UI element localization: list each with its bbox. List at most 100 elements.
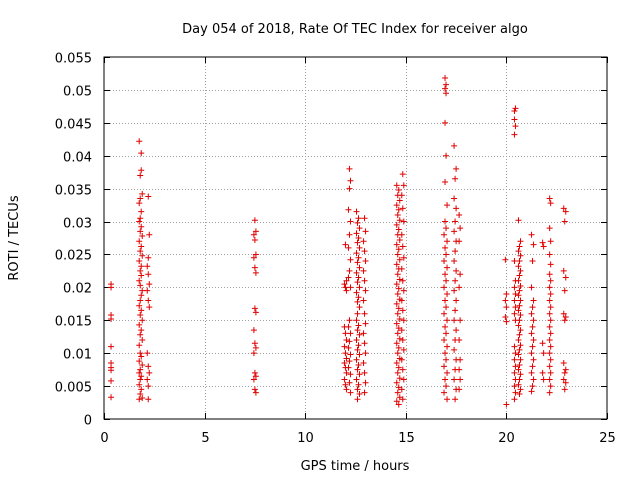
data-point [139, 233, 146, 240]
data-point [562, 208, 569, 215]
data-point [442, 119, 449, 126]
data-point [137, 331, 144, 338]
data-point [516, 287, 523, 294]
data-point [516, 331, 523, 338]
y-tick-label: 0.005 [55, 381, 92, 396]
data-point [516, 390, 523, 397]
y-tick-label: 0.025 [55, 249, 92, 264]
data-point [451, 195, 458, 202]
data-point [561, 317, 568, 324]
data-point [347, 371, 354, 378]
data-point [353, 230, 360, 237]
data-point [546, 376, 553, 383]
data-point [457, 317, 464, 324]
data-point [441, 231, 448, 238]
data-point [345, 344, 352, 351]
data-point [503, 318, 510, 325]
data-point [512, 105, 519, 112]
data-point [353, 269, 360, 276]
data-point [539, 239, 546, 246]
data-point [394, 350, 401, 357]
data-point [456, 238, 463, 245]
data-point [515, 351, 522, 358]
data-point [399, 243, 406, 250]
y-tick-label: 0.035 [55, 184, 92, 199]
data-point [145, 271, 152, 278]
data-point [108, 377, 115, 384]
data-point [343, 355, 350, 362]
data-point [516, 243, 523, 250]
data-point [399, 396, 406, 403]
data-point [451, 346, 458, 353]
data-point [108, 315, 115, 322]
data-point [138, 208, 145, 215]
data-point [395, 384, 402, 391]
data-point [396, 197, 403, 204]
data-point [138, 243, 145, 250]
data-point [108, 367, 115, 374]
data-point [511, 297, 518, 304]
data-point [540, 376, 547, 383]
data-point [355, 322, 362, 329]
data-point [393, 300, 400, 307]
data-point [444, 343, 451, 350]
data-point [394, 211, 401, 218]
data-point [395, 401, 402, 408]
data-point [395, 226, 402, 233]
data-point [138, 263, 145, 270]
data-point [456, 284, 463, 291]
data-point [444, 369, 451, 376]
data-point [453, 327, 460, 334]
data-point [393, 182, 400, 189]
data-point [515, 322, 522, 329]
x-tick-label: 10 [297, 431, 314, 446]
data-point [517, 238, 524, 245]
data-point [361, 369, 368, 376]
data-point [137, 228, 144, 235]
data-point [528, 350, 535, 357]
data-point [442, 244, 449, 251]
data-point [139, 190, 146, 197]
data-point [511, 343, 518, 350]
data-point [136, 302, 143, 309]
data-point [354, 366, 361, 373]
data-point [517, 283, 524, 290]
data-point [361, 389, 368, 396]
data-point [515, 277, 522, 284]
data-point [515, 337, 522, 344]
data-point [354, 310, 361, 317]
data-point [136, 381, 143, 388]
data-point [136, 138, 143, 145]
data-point [540, 243, 547, 250]
data-point [502, 313, 509, 320]
data-point [516, 362, 523, 369]
data-point [251, 305, 258, 312]
data-point [540, 350, 547, 357]
data-point [252, 228, 259, 235]
data-point [354, 386, 361, 393]
data-point [356, 351, 363, 358]
y-tick-label: 0.05 [63, 85, 92, 100]
data-point [355, 342, 362, 349]
data-point [451, 258, 458, 265]
data-point [136, 358, 143, 365]
data-point [443, 251, 450, 258]
data-point [546, 271, 553, 278]
data-point [354, 279, 361, 286]
data-point [362, 350, 369, 357]
data-point [399, 366, 406, 373]
data-point [346, 165, 353, 172]
data-point [251, 340, 258, 347]
data-point [139, 337, 146, 344]
data-point [398, 327, 405, 334]
data-point [138, 327, 145, 334]
data-point [547, 261, 554, 268]
data-point [517, 356, 524, 363]
data-point [362, 287, 369, 294]
data-point [399, 277, 406, 284]
data-point [136, 277, 143, 284]
data-point [400, 346, 407, 353]
data-point [144, 287, 151, 294]
data-point [137, 215, 144, 222]
data-point [362, 228, 369, 235]
